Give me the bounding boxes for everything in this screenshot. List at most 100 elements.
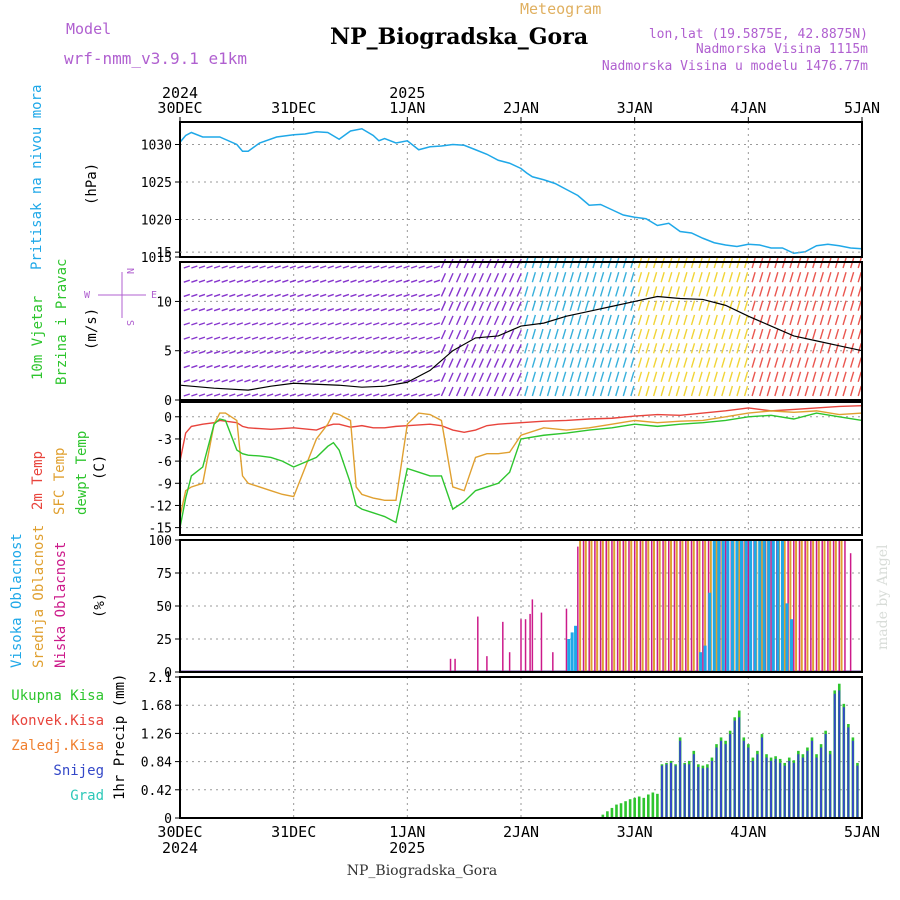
wind-barb	[236, 379, 244, 383]
wind-barb	[365, 364, 372, 369]
wind-barb	[539, 328, 544, 340]
wind-barb	[410, 265, 418, 269]
wind-barb	[335, 265, 342, 269]
wind-barb	[584, 385, 590, 397]
pressure-tick-label: 1030	[141, 139, 172, 154]
wind-barb	[774, 343, 779, 354]
wind-barb	[630, 328, 635, 340]
wind-barb	[698, 272, 703, 283]
wind-barb	[615, 272, 620, 283]
wind-barb	[342, 393, 350, 397]
wind-barb	[789, 328, 794, 340]
wind-barb	[448, 272, 454, 283]
wind-barb	[335, 308, 342, 312]
wind-barb	[562, 286, 567, 297]
wind-barb	[728, 343, 734, 354]
wind-barb	[668, 385, 673, 397]
wind-barb	[395, 393, 403, 397]
wind-barb	[524, 300, 529, 311]
cloud-tick-label: 75	[156, 567, 172, 582]
wind-barb	[478, 272, 484, 283]
wind-barb	[524, 385, 529, 397]
wind-barb	[577, 314, 582, 326]
wind-barb	[759, 357, 764, 368]
wind-barb	[698, 300, 703, 311]
wind-barb	[426, 393, 433, 397]
wind-barb	[448, 287, 454, 297]
wind-barb	[440, 272, 447, 283]
wind-barb	[630, 357, 635, 368]
wind-barb	[736, 314, 741, 326]
precip-snow-bar	[729, 734, 732, 818]
wind-barb	[827, 385, 832, 397]
wind-barb	[622, 343, 627, 354]
cloud-label-3: Niska Oblacnost	[53, 542, 69, 668]
wind-barb	[327, 293, 334, 298]
precip-snow-bar	[820, 747, 823, 818]
wind-barb	[804, 300, 809, 311]
wind-barb	[289, 393, 297, 397]
wind-barb	[751, 272, 756, 283]
wind-barb	[501, 329, 507, 340]
wind-panel: 0 5 10 15	[156, 246, 863, 409]
bottom-day-label: 3JAN	[617, 823, 653, 841]
wind-barb	[819, 300, 824, 311]
wind-barb	[645, 272, 650, 283]
precip-snow-bar	[806, 750, 809, 818]
wind-barb	[289, 350, 297, 354]
wind-barb	[274, 279, 281, 283]
wind-barb	[524, 328, 529, 340]
wind-barb	[282, 322, 289, 326]
wind-barb	[471, 287, 477, 297]
wind-barb	[668, 272, 673, 283]
wind-barb	[448, 344, 454, 354]
wind-barb	[857, 300, 862, 311]
wind-barb	[198, 393, 206, 397]
wind-barb	[486, 358, 492, 368]
wind-barb	[584, 314, 590, 326]
wind-barb	[304, 322, 312, 326]
wind-barb	[418, 293, 425, 298]
wind-barb	[554, 314, 559, 326]
wind-barb	[645, 385, 650, 397]
wind-barb	[501, 386, 507, 397]
wind-barb	[690, 357, 696, 368]
wind-barb	[599, 357, 605, 368]
precip-total-bar	[651, 792, 655, 818]
wind-barb	[804, 357, 809, 368]
wind-barb	[698, 343, 703, 354]
wind-barb	[395, 308, 403, 312]
wind-barb	[728, 357, 734, 368]
wind-barb	[713, 314, 718, 326]
wind-barb	[781, 272, 787, 283]
wind-barb	[403, 279, 410, 283]
wind-barb	[221, 379, 228, 383]
top-day-label: 4JAN	[730, 99, 766, 117]
wind-barb	[622, 272, 627, 283]
wind-barb	[357, 364, 365, 369]
wind-barb	[388, 350, 395, 354]
precip-snow-bar	[665, 764, 668, 818]
wind-barb	[501, 344, 507, 354]
compass-n: N	[124, 268, 135, 274]
precip-snow-bar	[738, 717, 741, 818]
wind-barb	[637, 385, 643, 397]
wind-barb	[198, 322, 206, 326]
wind-barb	[630, 286, 635, 297]
wind-barb	[282, 379, 289, 383]
wind-barb	[221, 279, 228, 283]
temp-unit: (C)	[92, 455, 108, 480]
wind-barb	[615, 286, 620, 297]
wind-barb	[675, 286, 681, 297]
cloud-tick-label: 25	[156, 633, 172, 648]
wind-barb	[251, 322, 259, 326]
wind-barb	[849, 300, 855, 311]
pressure-line	[179, 127, 863, 255]
wind-barb	[531, 272, 537, 283]
wind-barb	[365, 379, 372, 383]
wind-barb	[493, 258, 500, 269]
wind-barb	[834, 328, 840, 340]
wind-barb	[743, 272, 749, 283]
wind-barb	[599, 371, 605, 382]
wind-barb	[493, 315, 500, 326]
